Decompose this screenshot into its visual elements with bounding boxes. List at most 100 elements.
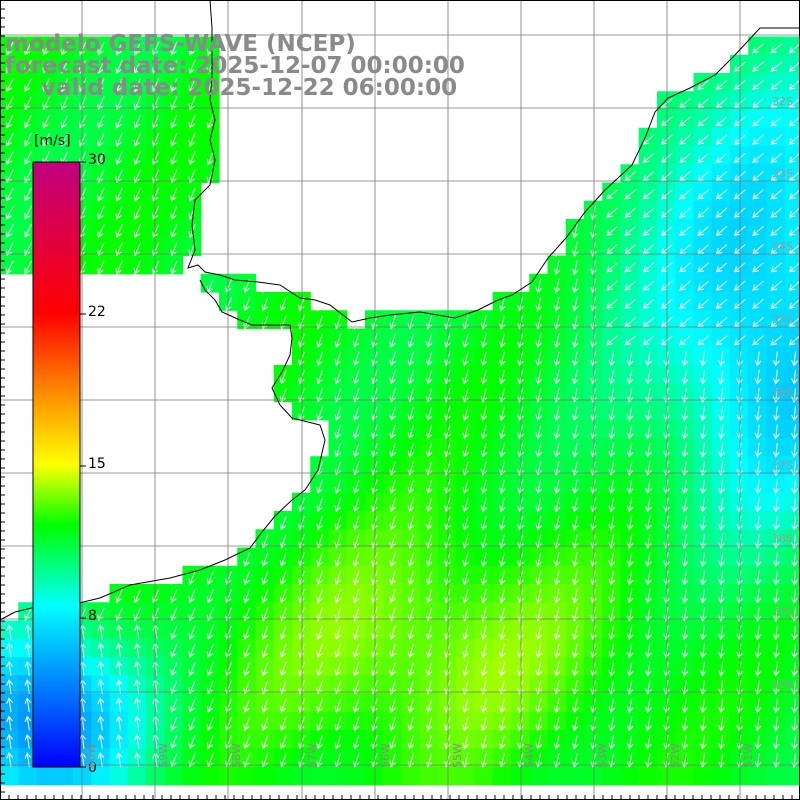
wind-arrow [642,189,655,200]
wind-cell [711,693,731,713]
wind-cell [711,730,731,749]
wind-arrow [115,660,123,676]
wind-cell [328,620,348,640]
wind-arrow [261,570,269,586]
wind-arrow [352,680,360,695]
wind-arrow [261,534,269,549]
wind-arrow [60,96,69,111]
wind-arrow [24,78,32,92]
wind-arrow [715,262,728,273]
wind-cell [273,529,293,549]
wind-arrow [188,570,196,585]
colorbar-units: [m/s] [34,133,71,149]
wind-cell [565,620,585,640]
wind-cell [182,748,202,768]
wind-cell [529,474,549,494]
wind-cell [492,620,512,640]
wind-arrow [279,534,287,549]
wind-arrow [608,424,616,440]
wind-cell [164,164,184,184]
wind-cell [438,383,457,403]
wind-cell [401,492,421,512]
wind-cell [346,620,366,640]
wind-arrow [571,296,579,312]
wind-cell [182,657,202,676]
wind-cell [638,292,658,311]
wind-arrow [188,114,196,129]
wind-cell [620,310,640,330]
wind-arrow [316,625,323,640]
wind-arrow [608,369,616,385]
wind-cell [200,638,220,658]
wind-cell [456,675,476,695]
wind-cell [383,584,403,603]
wind-arrow [261,716,269,732]
wind-arrow [535,643,543,659]
wind-cell [0,54,19,74]
wind-arrow [334,479,342,494]
wind-cell [711,620,731,640]
wind-cell [711,292,731,311]
wind-cell [237,292,257,311]
wind-cell [511,657,530,676]
wind-arrow [243,680,251,695]
wind-arrow [752,79,764,90]
wind-arrow [462,570,469,586]
wind-cell [766,164,786,184]
lon-label-60w: 60W [85,743,98,768]
wind-arrow [352,625,360,640]
wind-cell [419,401,439,421]
wind-cell [273,602,293,622]
wind-arrow [718,661,725,677]
wind-arrow [571,351,579,367]
wind-arrow [243,716,251,732]
wind-cell [456,711,476,731]
wind-arrow [78,59,87,74]
wind-arrow [718,479,725,495]
wind-cell [748,711,768,731]
wind-cell [73,54,92,74]
wind-arrow [571,607,579,622]
wind-cell [620,711,640,731]
wind-cell [310,675,330,695]
wind-arrow [170,96,178,111]
wind-arrow [115,23,123,38]
wind-cell [730,565,749,585]
wind-cell [620,237,640,257]
wind-cell [511,711,530,731]
wind-cell [36,146,56,165]
wind-cell [182,73,202,92]
wind-cell [346,565,366,585]
wind-cell [383,346,403,366]
wind-cell [474,346,494,366]
wind-cell [693,456,713,476]
wind-cell [766,200,786,220]
wind-arrow [480,497,488,513]
wind-arrow [352,716,360,732]
wind-arrow [152,205,160,220]
wind-cell [547,547,567,567]
wind-arrow [5,114,14,129]
wind-arrow [407,625,415,640]
wind-arrow [279,662,287,677]
wind-cell [127,602,147,622]
wind-cell [711,474,731,494]
wind-cell [492,346,512,366]
wind-arrow [553,607,561,622]
wind-arrow [5,260,14,275]
wind-cell [748,657,768,676]
wind-arrow [571,315,579,330]
wind-cell [529,383,549,403]
wind-arrow [352,497,360,513]
coastline-north [0,0,800,323]
wind-arrow [681,588,689,604]
wind-cell [730,474,749,494]
wind-arrow [571,260,579,276]
wind-arrow [225,662,232,677]
wind-arrow [754,643,762,659]
wind-arrow [681,552,689,568]
wind-arrow [243,735,251,750]
wind-cell [200,748,220,768]
wind-arrow [718,369,725,385]
